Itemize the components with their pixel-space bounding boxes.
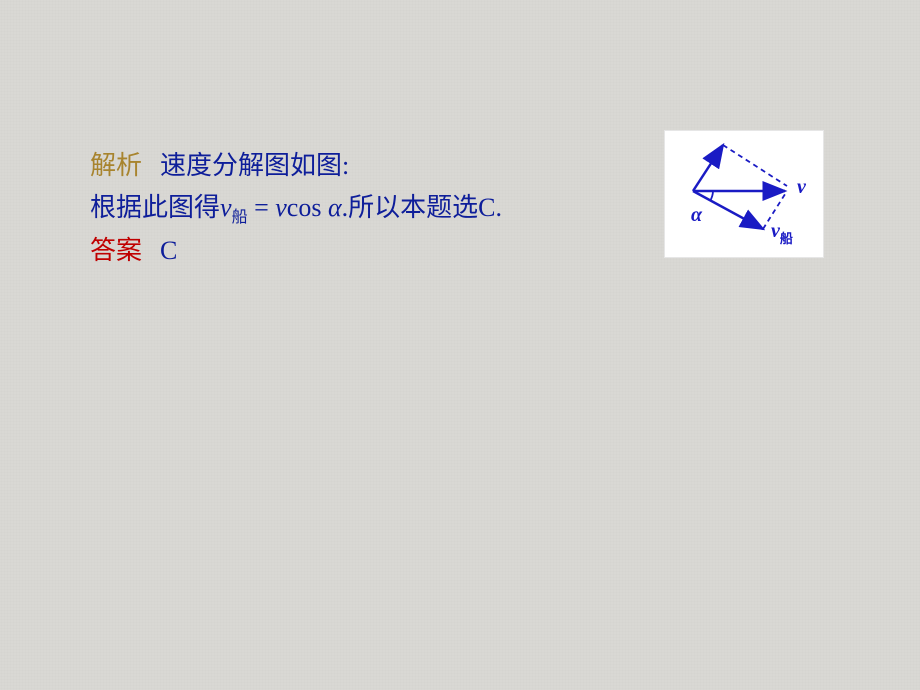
v-boat-label: v船 — [771, 220, 793, 246]
v-label: v — [797, 176, 807, 198]
diagram-svg: α v v船 — [665, 131, 825, 259]
line1-text: 速度分解图如图: — [160, 151, 349, 180]
line2-v2: v — [275, 193, 287, 222]
velocity-diagram: α v v船 — [664, 130, 824, 258]
line2-v: v — [220, 193, 232, 222]
up-arrow — [693, 145, 723, 191]
line2-eq: = — [248, 193, 276, 222]
angle-arc — [710, 191, 713, 201]
line2-cos: cos — [287, 193, 328, 222]
line2-suffix: .所以本题选C. — [342, 193, 502, 222]
answer-value: C — [160, 236, 177, 265]
line2-sub: 船 — [232, 209, 248, 226]
line2-alpha: α — [328, 193, 342, 222]
v-boat-arrow — [693, 191, 763, 229]
explanation-label: 解析 — [90, 151, 142, 180]
answer-label: 答案 — [90, 236, 142, 265]
alpha-label: α — [691, 204, 703, 226]
dash1 — [723, 145, 787, 186]
line2-prefix: 根据此图得 — [90, 193, 220, 222]
